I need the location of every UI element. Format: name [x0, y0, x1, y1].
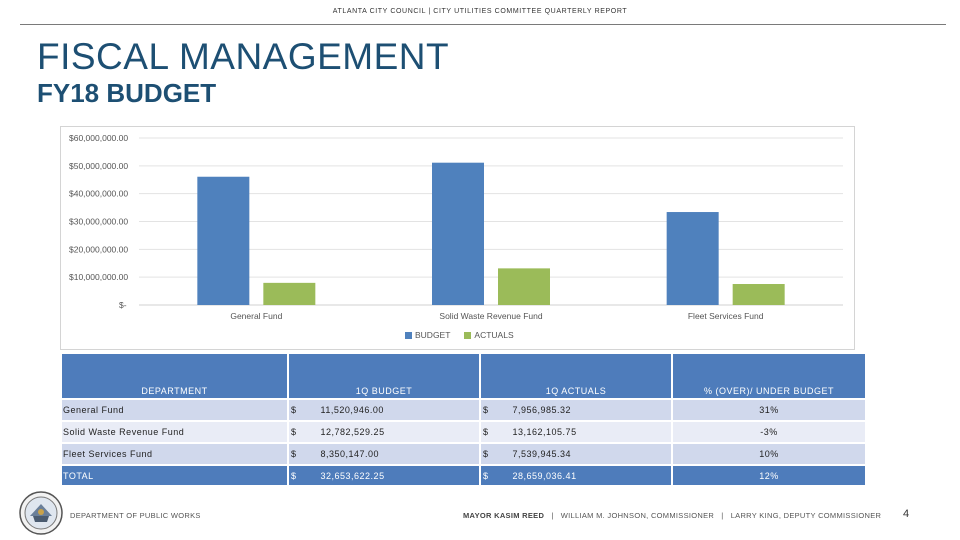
x-category-label: General Fund: [230, 311, 282, 321]
y-tick-label: $-: [119, 300, 127, 310]
legend-label-budget: BUDGET: [415, 330, 451, 340]
footer-officials: MAYOR KASIM REED | WILLIAM M. JOHNSON, C…: [463, 511, 881, 520]
page-number: 4: [903, 508, 910, 520]
actuals-amount: 7,956,985.32: [512, 405, 572, 415]
budget-cell: $11,520,946.00: [289, 398, 479, 420]
page-title: FISCAL MANAGEMENT: [37, 36, 450, 77]
table-row: General Fund $11,520,946.00 $7,956,985.3…: [62, 398, 865, 420]
y-tick-label: $60,000,000.00: [69, 133, 128, 143]
page-subtitle: FY18 BUDGET: [37, 78, 217, 108]
legend-item-budget: BUDGET: [405, 330, 450, 340]
dept-cell: Fleet Services Fund: [62, 442, 287, 464]
actuals-cell: $7,539,945.34: [481, 442, 671, 464]
currency-symbol: $: [483, 405, 489, 415]
table-header-row: DEPARTMENT 1Q BUDGET 1Q ACTUALS % (OVER)…: [62, 354, 865, 398]
legend-swatch-actuals: [464, 331, 472, 339]
dept-cell: Solid Waste Revenue Fund: [62, 420, 287, 442]
table-row: Solid Waste Revenue Fund $12,782,529.25 …: [62, 420, 865, 442]
table-total-row: TOTAL $32,653,622.25 $28,659,036.41 12%: [62, 464, 865, 485]
bar-budget: [432, 162, 484, 305]
total-actuals-cell: $28,659,036.41: [481, 464, 671, 485]
legend-item-actuals: ACTUALS: [464, 330, 514, 340]
footer-mayor: MAYOR KASIM REED: [463, 511, 545, 520]
footer-separator: |: [721, 511, 724, 520]
bar-budget: [197, 176, 250, 305]
actuals-cell: $13,162,105.75: [481, 420, 671, 442]
budget-amount: 11,520,946.00: [320, 405, 384, 415]
chart-legend: BUDGET ACTUALS: [405, 330, 514, 340]
footer-deputy: LARRY KING, DEPUTY COMMISSIONER: [730, 511, 882, 520]
currency-symbol: $: [291, 449, 297, 459]
bar-actuals: [498, 268, 550, 305]
legend-label-actuals: ACTUALS: [474, 330, 514, 340]
budget-amount: 12,782,529.25: [320, 427, 385, 437]
dept-cell: General Fund: [62, 398, 287, 420]
header-department: DEPARTMENT: [62, 354, 287, 398]
budget-cell: $8,350,147.00: [289, 442, 479, 464]
chart-canvas: $- $10,000,000.00 $20,000,000.00 $30,000,00…: [69, 133, 843, 321]
budget-amount: 8,350,147.00: [320, 449, 380, 459]
header-divider: [20, 24, 946, 25]
budget-chart: $- $10,000,000.00 $20,000,000.00 $30,000,00…: [60, 126, 855, 350]
currency-symbol: $: [483, 427, 489, 437]
bar-actuals: [263, 282, 316, 305]
total-label: TOTAL: [62, 464, 287, 485]
table-row: Fleet Services Fund $8,350,147.00 $7,539…: [62, 442, 865, 464]
footer-separator: |: [551, 511, 554, 520]
bar-actuals: [732, 284, 785, 305]
budget-cell: $12,782,529.25: [289, 420, 479, 442]
total-actuals-amount: 28,659,036.41: [512, 470, 577, 481]
currency-symbol: $: [291, 405, 297, 415]
total-budget-amount: 32,653,622.25: [320, 470, 385, 481]
currency-symbol: $: [483, 449, 489, 459]
budget-table: DEPARTMENT 1Q BUDGET 1Q ACTUALS % (OVER)…: [60, 354, 867, 485]
actuals-cell: $7,956,985.32: [481, 398, 671, 420]
y-tick-label: $10,000,000.00: [69, 272, 128, 282]
currency-symbol: $: [291, 427, 297, 437]
y-tick-label: $20,000,000.00: [69, 244, 128, 254]
legend-swatch-budget: [405, 331, 412, 339]
actuals-amount: 7,539,945.34: [512, 449, 572, 459]
y-tick-label: $50,000,000.00: [69, 161, 128, 171]
y-tick-label: $30,000,000.00: [69, 217, 128, 227]
report-header: ATLANTA CITY COUNCIL | CITY UTILITIES CO…: [332, 8, 628, 15]
y-tick-label: $40,000,000.00: [69, 189, 128, 199]
currency-symbol: $: [483, 470, 489, 481]
header-1q-budget: 1Q BUDGET: [289, 354, 479, 398]
pct-cell: 31%: [673, 398, 865, 420]
header-pct-under-budget: % (OVER)/ UNDER BUDGET: [673, 354, 865, 398]
pct-cell: 10%: [673, 442, 865, 464]
x-category-label: Solid Waste Revenue Fund: [439, 311, 542, 321]
header-1q-actuals: 1Q ACTUALS: [481, 354, 671, 398]
bar-budget: [666, 212, 719, 305]
total-pct-cell: 12%: [673, 464, 865, 485]
footer-commissioner: WILLIAM M. JOHNSON, COMMISSIONER: [560, 511, 715, 520]
actuals-amount: 13,162,105.75: [512, 427, 577, 437]
city-seal-icon: [19, 491, 63, 535]
pct-cell: -3%: [673, 420, 865, 442]
footer-department: DEPARTMENT OF PUBLIC WORKS: [70, 511, 201, 520]
total-budget-cell: $32,653,622.25: [289, 464, 479, 485]
x-category-label: Fleet Services Fund: [688, 311, 764, 321]
currency-symbol: $: [291, 470, 297, 481]
